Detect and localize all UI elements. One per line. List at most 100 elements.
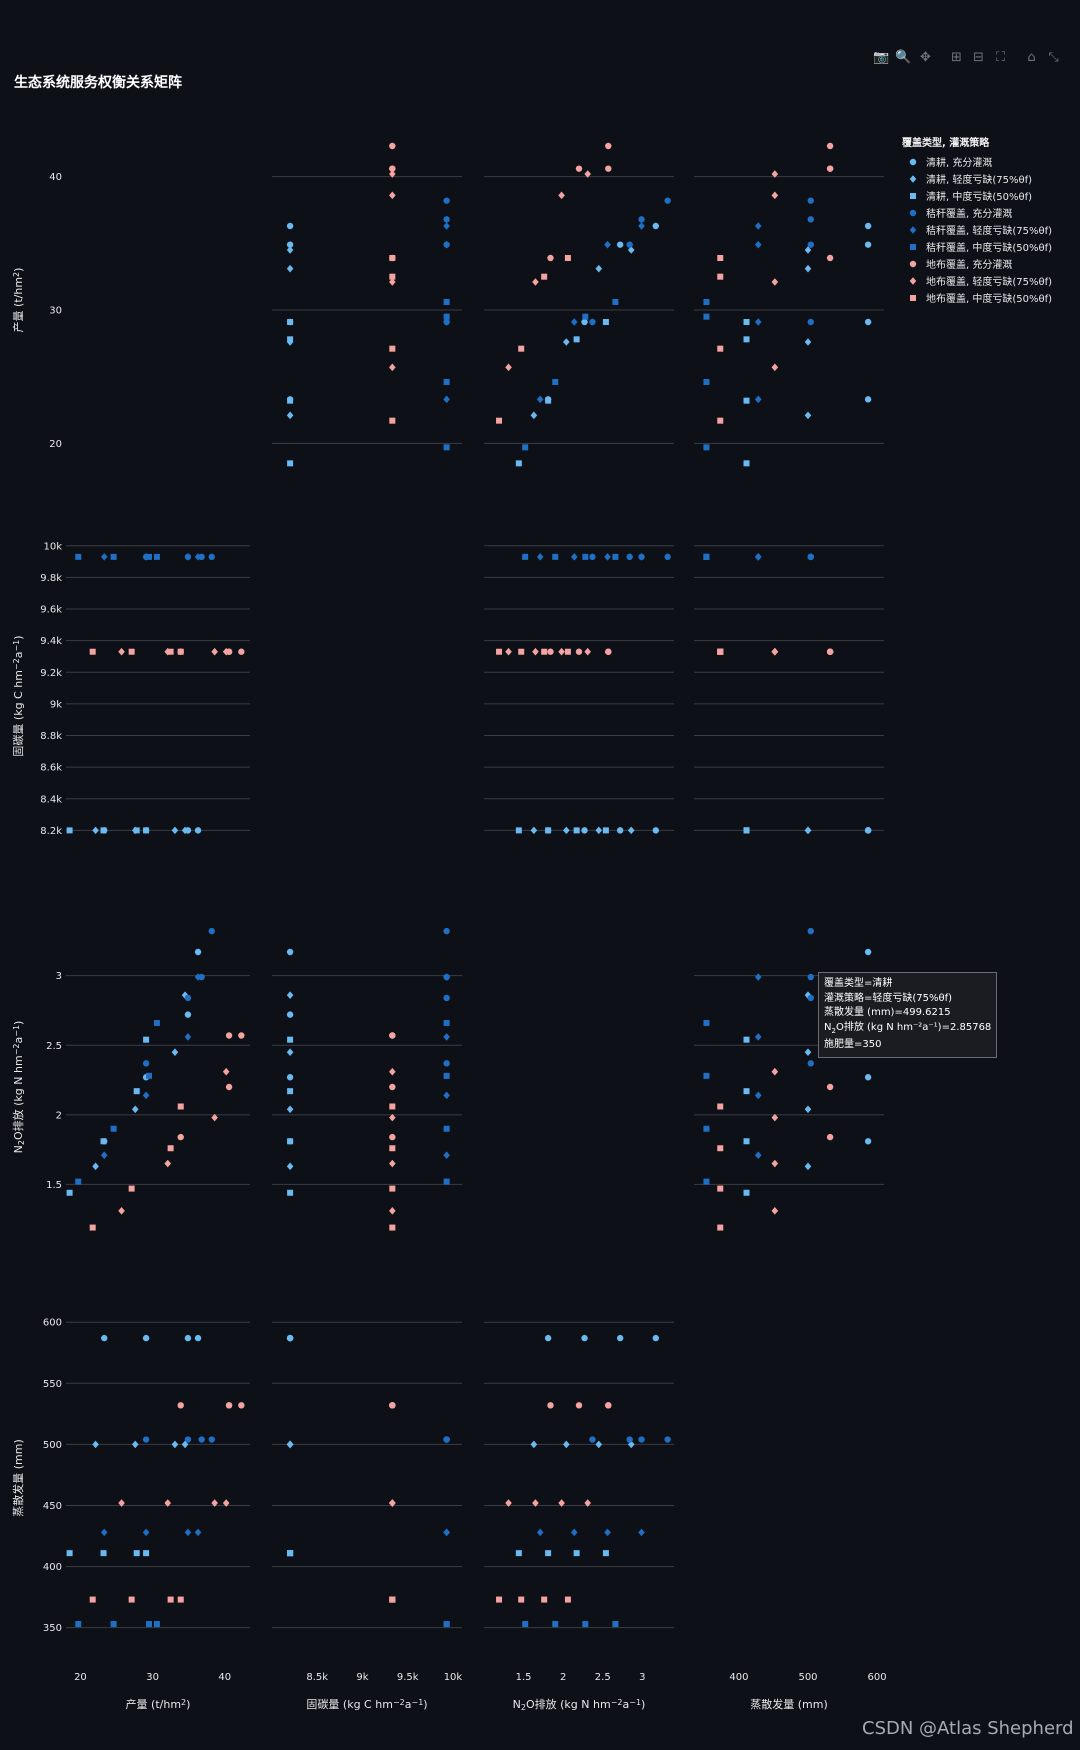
data-point[interactable] xyxy=(153,553,160,560)
data-point[interactable] xyxy=(627,1440,635,1449)
data-point[interactable] xyxy=(211,647,218,656)
data-point[interactable] xyxy=(604,553,611,561)
data-point[interactable] xyxy=(66,1550,73,1557)
data-point[interactable] xyxy=(389,1596,396,1603)
data-point[interactable] xyxy=(826,254,834,262)
data-point[interactable] xyxy=(143,827,150,834)
data-point[interactable] xyxy=(626,1436,633,1443)
data-point[interactable] xyxy=(211,1113,218,1122)
data-point[interactable] xyxy=(443,1072,450,1079)
data-point[interactable] xyxy=(626,553,633,561)
data-point[interactable] xyxy=(582,1621,589,1628)
data-point[interactable] xyxy=(142,1334,150,1342)
data-point[interactable] xyxy=(807,927,814,935)
data-point[interactable] xyxy=(443,444,450,451)
data-point[interactable] xyxy=(287,1036,294,1043)
data-point[interactable] xyxy=(771,278,779,286)
data-point[interactable] xyxy=(443,927,450,935)
data-point[interactable] xyxy=(75,1178,82,1185)
data-point[interactable] xyxy=(807,1060,814,1067)
data-point[interactable] xyxy=(532,1499,539,1507)
data-point[interactable] xyxy=(804,338,812,346)
data-point[interactable] xyxy=(522,553,529,560)
data-point[interactable] xyxy=(544,1334,552,1342)
zoom-out-icon[interactable]: ⊟ xyxy=(973,50,984,65)
data-point[interactable] xyxy=(128,1596,135,1603)
data-point[interactable] xyxy=(92,1440,99,1449)
data-point[interactable] xyxy=(131,1440,139,1449)
data-point[interactable] xyxy=(89,648,96,655)
data-point[interactable] xyxy=(604,240,611,249)
data-point[interactable] xyxy=(547,1402,554,1409)
data-point[interactable] xyxy=(807,216,814,223)
data-point[interactable] xyxy=(443,1060,450,1067)
data-point[interactable] xyxy=(443,973,450,981)
data-point[interactable] xyxy=(664,1436,671,1443)
data-point[interactable] xyxy=(142,1436,150,1443)
legend-marker[interactable] xyxy=(909,276,917,285)
data-point[interactable] xyxy=(595,264,603,273)
data-point[interactable] xyxy=(807,241,814,248)
data-point[interactable] xyxy=(208,1436,215,1443)
legend-marker[interactable] xyxy=(910,192,916,199)
data-point[interactable] xyxy=(194,948,202,956)
data-point[interactable] xyxy=(143,1550,150,1557)
data-point[interactable] xyxy=(238,1402,245,1409)
data-point[interactable] xyxy=(389,1159,396,1168)
data-point[interactable] xyxy=(589,553,596,561)
data-point[interactable] xyxy=(389,1103,396,1110)
data-point[interactable] xyxy=(389,165,396,172)
data-point[interactable] xyxy=(389,417,396,424)
data-point[interactable] xyxy=(164,1499,172,1507)
data-point[interactable] xyxy=(602,1550,609,1557)
data-point[interactable] xyxy=(184,1033,192,1041)
data-point[interactable] xyxy=(864,396,872,403)
legend-item[interactable]: 清耕, 轻度亏缺(75%θf) xyxy=(902,170,1052,187)
data-point[interactable] xyxy=(177,648,184,655)
data-point[interactable] xyxy=(652,222,659,230)
data-point[interactable] xyxy=(552,553,559,560)
data-point[interactable] xyxy=(743,1036,750,1043)
data-point[interactable] xyxy=(177,1402,184,1409)
data-point[interactable] xyxy=(171,1440,179,1449)
data-point[interactable] xyxy=(287,1550,294,1557)
data-point[interactable] xyxy=(717,1103,724,1110)
data-point[interactable] xyxy=(612,299,619,305)
data-point[interactable] xyxy=(754,553,762,561)
data-point[interactable] xyxy=(545,1550,552,1557)
data-point[interactable] xyxy=(194,1334,202,1342)
data-point[interactable] xyxy=(530,1440,538,1449)
data-point[interactable] xyxy=(225,1402,233,1409)
data-point[interactable] xyxy=(638,553,645,561)
legend-marker[interactable] xyxy=(909,225,917,234)
pan-icon[interactable]: ✥ xyxy=(920,50,931,65)
data-point[interactable] xyxy=(664,197,671,204)
data-point[interactable] xyxy=(286,1048,294,1057)
data-point[interactable] xyxy=(530,826,538,835)
data-point[interactable] xyxy=(181,826,189,835)
legend-item[interactable]: 地布覆盖, 中度亏缺(50%θf) xyxy=(902,289,1052,306)
data-point[interactable] xyxy=(101,1334,108,1342)
data-point[interactable] xyxy=(128,648,135,655)
data-point[interactable] xyxy=(575,648,583,655)
data-point[interactable] xyxy=(92,826,99,835)
data-point[interactable] xyxy=(530,411,538,420)
data-point[interactable] xyxy=(211,1499,218,1507)
data-point[interactable] xyxy=(573,336,580,343)
data-point[interactable] xyxy=(804,991,812,999)
data-point[interactable] xyxy=(612,1621,619,1628)
data-point[interactable] xyxy=(286,1162,294,1171)
data-point[interactable] xyxy=(602,827,609,834)
data-point[interactable] xyxy=(153,1621,160,1628)
data-point[interactable] xyxy=(286,222,294,230)
data-point[interactable] xyxy=(605,1402,612,1409)
data-point[interactable] xyxy=(573,827,580,834)
data-point[interactable] xyxy=(389,345,396,352)
data-point[interactable] xyxy=(389,255,396,261)
data-point[interactable] xyxy=(536,553,544,561)
data-point[interactable] xyxy=(184,1528,192,1537)
data-point[interactable] xyxy=(522,1621,529,1628)
data-point[interactable] xyxy=(804,826,812,835)
data-point[interactable] xyxy=(389,191,396,200)
